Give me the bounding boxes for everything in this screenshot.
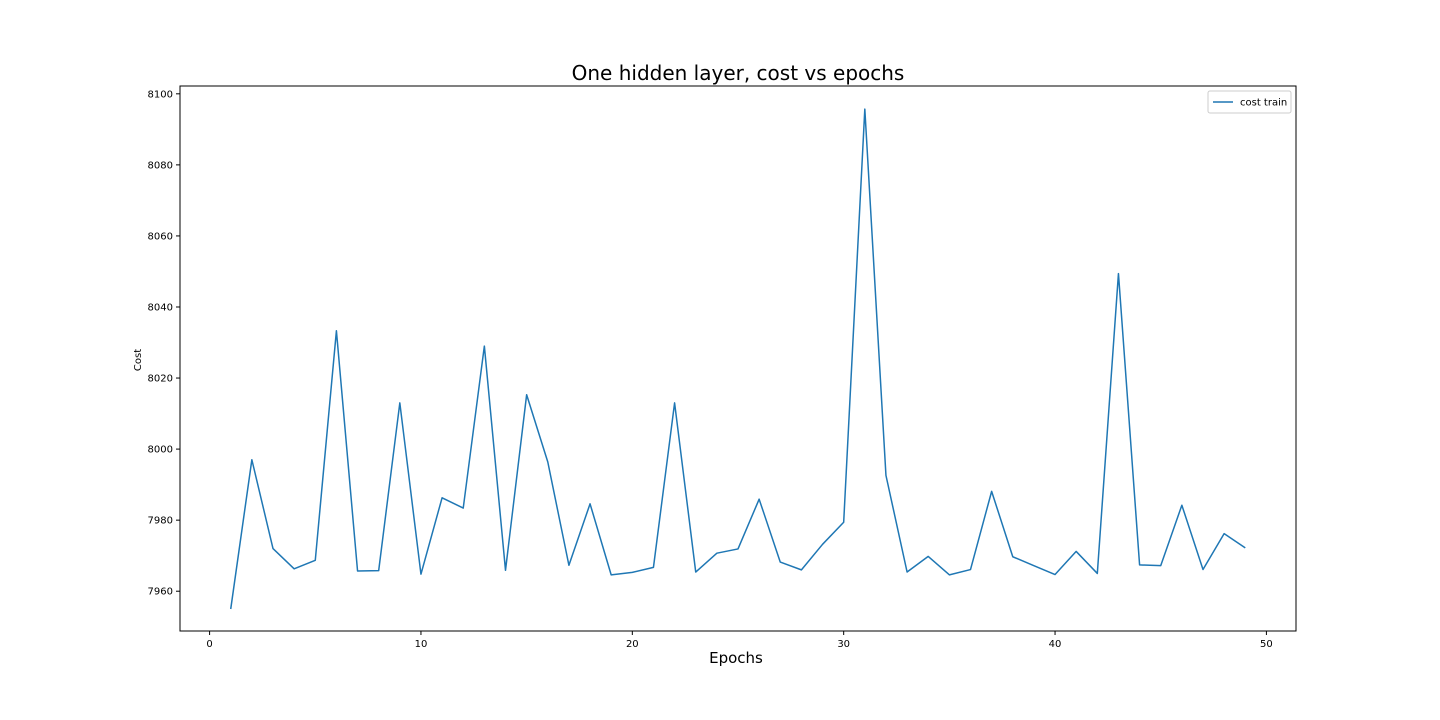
y-tick-label: 8080 bbox=[148, 160, 173, 171]
x-axis-label: Epochs bbox=[709, 649, 763, 667]
x-tick-label: 0 bbox=[206, 639, 212, 650]
x-tick-label: 20 bbox=[626, 639, 639, 650]
y-tick-label: 8060 bbox=[148, 231, 173, 242]
axes-frame bbox=[179, 85, 1297, 632]
legend-box bbox=[1207, 90, 1292, 114]
legend: cost train bbox=[1207, 90, 1292, 114]
y-tick-label: 8100 bbox=[148, 89, 173, 100]
y-tick-label: 7980 bbox=[148, 516, 173, 527]
legend-label: cost train bbox=[1240, 98, 1287, 109]
x-tick-label: 30 bbox=[837, 639, 850, 650]
y-tick-label: 8040 bbox=[148, 302, 173, 313]
series-layer bbox=[229, 108, 1246, 610]
chart-title: One hidden layer, cost vs epochs bbox=[572, 61, 905, 85]
series-line-cost-train bbox=[229, 108, 1246, 610]
x-tick-label: 40 bbox=[1049, 639, 1062, 650]
y-axis: 7960 7980 8000 8020 8040 8060 8080 8100 bbox=[148, 89, 180, 598]
x-axis: 0 10 20 30 40 50 bbox=[206, 631, 1273, 650]
y-tick-label: 8000 bbox=[148, 445, 173, 456]
y-axis-label: Cost bbox=[133, 349, 144, 371]
x-tick-label: 10 bbox=[415, 639, 428, 650]
y-tick-label: 8020 bbox=[148, 374, 173, 385]
x-tick-label: 50 bbox=[1260, 639, 1273, 650]
y-tick-label: 7960 bbox=[148, 587, 173, 598]
